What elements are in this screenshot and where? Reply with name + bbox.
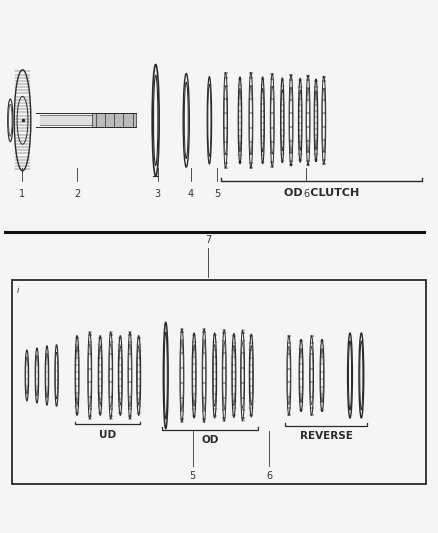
Text: 5: 5 [190, 471, 196, 481]
Text: OD: OD [201, 435, 219, 445]
Bar [40, 116, 92, 125]
Text: UD: UD [99, 430, 116, 440]
Text: 1: 1 [18, 189, 25, 199]
Bar [12, 280, 426, 484]
Text: 3: 3 [155, 189, 161, 199]
Text: i: i [17, 286, 19, 295]
Bar [92, 114, 136, 127]
Text: REVERSE: REVERSE [300, 431, 353, 441]
Text: OD  CLUTCH: OD CLUTCH [284, 188, 359, 198]
Text: 2: 2 [74, 189, 80, 199]
Text: 5: 5 [214, 189, 220, 199]
Text: 7: 7 [205, 235, 211, 245]
Text: 4: 4 [187, 189, 194, 199]
Text: 6: 6 [266, 471, 272, 481]
Text: 6: 6 [303, 189, 309, 199]
